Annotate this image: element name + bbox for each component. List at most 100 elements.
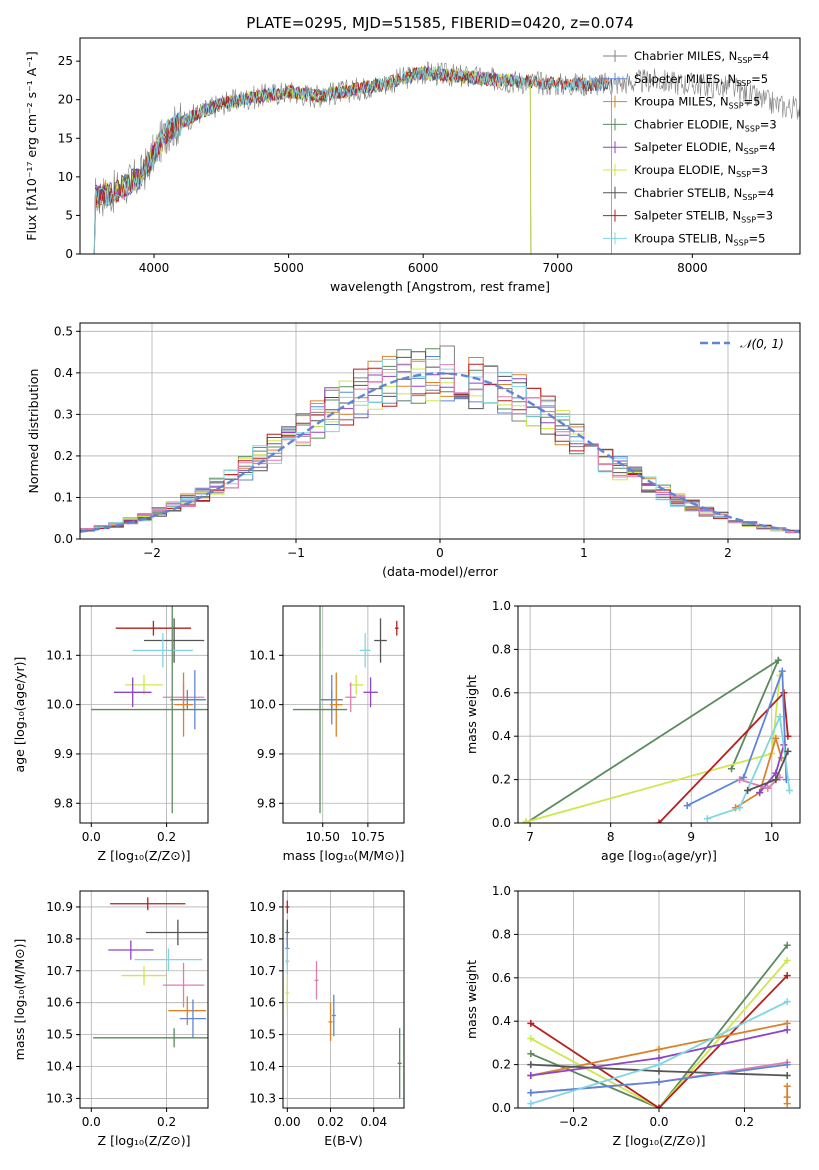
y-tick-label: 10.3 [249,1091,276,1105]
weight-marker [783,998,791,1006]
legend-label: 𝒩(0, 1) [740,337,784,351]
weight-line [530,974,788,1108]
weight-line [658,690,789,823]
histogram-pink [80,359,800,533]
y-tick-label: 0.2 [492,773,511,787]
plot-area [285,900,402,1099]
mass-vs-metallicity-panel: 0.0 0.2 10.3 10.4 10.5 10.6 10.7 10.8 10.9 Z [log… [12,890,209,1148]
x-tick-label: −0.2 [559,1115,588,1129]
y-tick-label: 0.2 [54,449,73,463]
weight-marker [783,1026,791,1034]
y-tick-label: 0.8 [492,927,511,941]
legend-label-text: Salpeter ELODIE, N [634,140,744,154]
legend-label-text: Salpeter MILES, N [634,72,736,86]
weight-marker [783,1061,791,1069]
x-axis-label: E(B-V) [324,1133,363,1148]
y-tick-label: 9.8 [257,796,276,810]
y-tick-label: 10.5 [249,1028,276,1042]
age-vs-metallicity-panel: 0.0 0.2 9.8 9.9 10.0 10.1 Z [log₁₀(Z/Z⊙)] age [… [12,605,209,863]
legend-label: Kroupa MILES, NSSP=5 [634,95,760,111]
weight-marker [655,819,663,823]
legend-label: Chabrier MILES, NSSP=4 [634,49,769,65]
weight-marker [784,747,792,755]
y-tick-label: 10.4 [46,1060,73,1074]
normal-curve [80,372,800,533]
x-tick-label: 10.50 [306,830,340,844]
y-tick-label: 15 [58,131,73,145]
y-tick-label: 20 [58,93,73,107]
weight-marker [740,773,748,781]
weight-marker [783,972,791,980]
legend-label-subscript: SSP [737,56,752,65]
y-tick-label: 10.3 [46,1091,73,1105]
legend-label: Chabrier ELODIE, NSSP=3 [634,117,777,133]
legend-label: Salpeter MILES, NSSP=5 [634,72,768,88]
axes-frame [517,890,801,1109]
x-tick-label: 0.2 [157,830,176,844]
x-tick-label: 5000 [273,261,304,275]
weight-marker [786,786,794,794]
y-tick-label: 0.5 [54,324,73,338]
weight-marker [756,789,764,797]
y-tick-label: 0.0 [492,816,511,830]
x-tick-label: 7 [526,830,534,844]
y-tick-label: 10.9 [249,900,276,914]
legend-label-text: Kroupa STELIB, N [634,231,734,245]
weight-marker [527,1100,535,1108]
y-tick-label: 10.1 [46,648,73,662]
x-axis-label: Z [log₁₀(Z/Z⊙)] [613,1133,706,1148]
weight-marker [744,786,752,794]
legend-label-text: Salpeter STELIB, N [634,209,741,223]
y-tick-label: 0.2 [492,1058,511,1072]
legend-label-value: =3 [760,117,777,131]
weight-marker [522,818,530,823]
x-axis-label: mass [log₁₀(M/M⊙)] [283,848,405,863]
weight-marker [728,765,736,773]
x-tick-label: 0.2 [157,1115,176,1129]
legend-label-value: =4 [759,140,776,154]
weight-line [530,944,788,1108]
weight-marker [776,713,784,721]
legend-label: Kroupa ELODIE, NSSP=3 [634,163,768,179]
y-tick-label: 1.0 [492,599,511,613]
y-tick-label: 0.4 [492,729,511,743]
plot-area [86,61,800,254]
legend-label-text: Chabrier ELODIE, N [634,117,745,131]
legend-label-value: =5 [751,72,768,86]
weight-marker [527,1089,535,1097]
y-axis-label: mass weight [464,960,479,1039]
weight-line [735,735,783,809]
weight-marker [783,956,791,964]
y-axis-label: age [log₁₀(age/yr)] [12,657,27,773]
weight-marker [778,667,786,675]
y-tick-label: 0.3 [54,407,73,421]
y-tick-label: 0.1 [54,490,73,504]
y-tick-label: 10.7 [249,964,276,978]
mass-vs-ebv-panel: 0.00 0.02 0.04 10.3 10.4 10.5 10.6 10.7 10.8 10.9… [249,890,405,1148]
weight-marker [783,1082,791,1090]
x-tick-label: 0.00 [274,1115,301,1129]
age-vs-mass-panel: 10.50 10.75 9.8 9.9 10.0 10.1 mass [log₁₀(M/M⊙… [249,605,405,863]
axes-frame [282,605,405,824]
y-tick-label: 10.8 [249,932,276,946]
legend-label: Chabrier STELIB, NSSP=4 [634,186,774,202]
y-tick-label: 9.9 [54,747,73,761]
axes-frame [79,605,209,824]
y-axis-label: Normed distribution [26,369,41,494]
legend-label-text: Kroupa ELODIE, N [634,163,736,177]
weight-marker [527,1071,535,1079]
y-axis-label: mass weight [464,675,479,754]
weight-marker [774,656,782,664]
legend-label-subscript: SSP [736,170,751,179]
weight-marker [783,1100,791,1108]
legend-label-subscript: SSP [742,193,757,202]
x-tick-label: 8000 [677,261,708,275]
y-tick-label: 10.0 [249,698,276,712]
x-axis-label: Z [log₁₀(Z/Z⊙)] [98,848,191,863]
x-tick-label: 0.04 [360,1115,387,1129]
plot-area [80,345,800,535]
x-tick-label: 10 [764,830,779,844]
x-tick-label: 0.02 [317,1115,344,1129]
weight-marker [655,1045,663,1053]
